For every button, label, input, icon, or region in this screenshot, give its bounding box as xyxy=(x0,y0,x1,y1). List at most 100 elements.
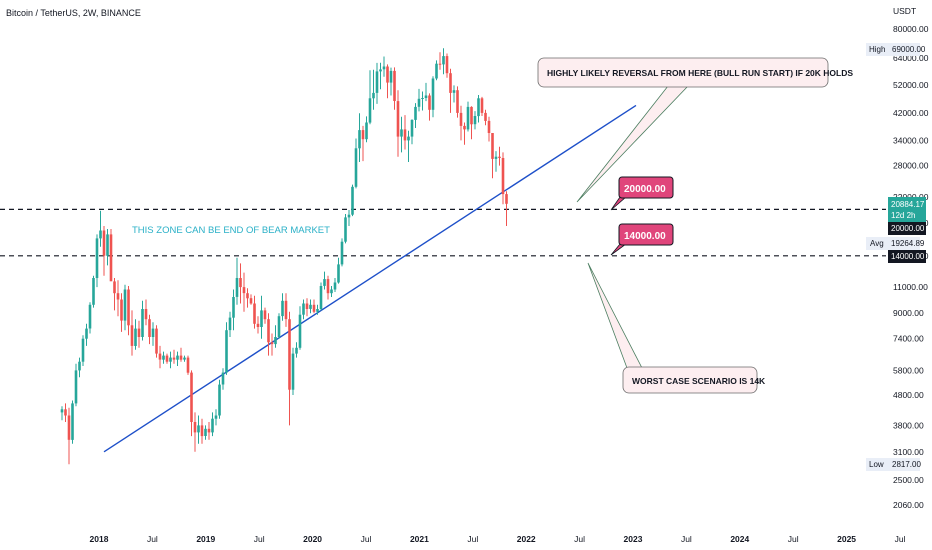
candle xyxy=(204,425,207,440)
level-tag-14000[interactable]: 14000.00 xyxy=(610,223,674,256)
candle xyxy=(284,293,288,327)
candle xyxy=(337,257,340,284)
candle xyxy=(92,275,95,308)
candle xyxy=(389,67,393,96)
candle-body xyxy=(438,63,442,65)
candle xyxy=(382,56,386,77)
candle-body xyxy=(218,384,221,416)
zone-annotation: THIS ZONE CAN BE END OF BEAR MARKET xyxy=(132,225,330,236)
y-unit-label: USDT xyxy=(893,6,916,16)
x-tick-label: 2020 xyxy=(303,534,322,544)
candle xyxy=(207,422,211,440)
candle-body xyxy=(330,289,333,294)
candle-body xyxy=(116,293,120,300)
candle xyxy=(162,351,165,364)
candle xyxy=(365,116,368,143)
x-tick-label: 2024 xyxy=(730,534,749,544)
candle xyxy=(319,282,323,311)
candle-body xyxy=(347,214,351,218)
level-tag-14000-box xyxy=(618,223,674,246)
candle-body xyxy=(102,230,106,256)
chart-title: Bitcoin / TetherUS, 2W, BINANCE xyxy=(6,8,141,18)
candle-body xyxy=(186,357,190,373)
candle-body xyxy=(169,357,172,362)
candle-body xyxy=(235,278,239,297)
candle-body xyxy=(337,264,340,283)
last-price-tag: 20884.17 12d 2h xyxy=(888,197,926,222)
candle-body xyxy=(407,136,410,141)
x-tick-label: Jul xyxy=(895,534,906,544)
candle-body xyxy=(277,316,281,337)
candle-body xyxy=(431,78,435,110)
candle-body xyxy=(295,347,298,354)
candle xyxy=(200,418,204,444)
candle-body xyxy=(232,297,235,318)
candle xyxy=(67,407,71,465)
candle-body xyxy=(312,304,316,312)
candle-body xyxy=(351,186,354,215)
candle-body xyxy=(442,56,445,65)
candle-body xyxy=(316,309,319,312)
candle xyxy=(225,322,228,375)
candle xyxy=(253,295,256,329)
candle xyxy=(309,299,312,314)
candles xyxy=(60,48,508,465)
candle-body xyxy=(267,319,270,343)
candle-body xyxy=(498,156,501,158)
candle xyxy=(85,323,88,346)
candle xyxy=(333,278,337,292)
candle xyxy=(165,353,169,364)
candle xyxy=(113,278,116,311)
candle-body xyxy=(78,361,81,371)
y-tick-label: 80000.00 xyxy=(893,24,929,34)
candle xyxy=(249,294,253,305)
candle xyxy=(190,370,193,437)
candle-body xyxy=(179,355,183,360)
candle xyxy=(302,299,305,320)
candle xyxy=(498,146,501,166)
y-tick-label: 28000.00 xyxy=(893,161,929,171)
x-tick-label: 2025 xyxy=(837,534,856,544)
candle xyxy=(256,316,260,334)
candle-body xyxy=(109,234,113,282)
candle xyxy=(424,82,428,102)
level-20000-axis-tag: 20000.00 xyxy=(888,222,926,235)
candle xyxy=(487,116,491,142)
candle-body xyxy=(197,425,200,433)
candle xyxy=(386,64,389,99)
candle xyxy=(193,412,197,452)
candle-body xyxy=(204,428,207,436)
low-price-tag-bg xyxy=(866,458,920,471)
candle xyxy=(417,88,421,112)
candle xyxy=(501,152,505,205)
candle-body xyxy=(298,314,302,348)
x-tick-label: 2021 xyxy=(410,534,429,544)
candle-body xyxy=(64,409,67,416)
y-tick-label: 9000.00 xyxy=(893,308,924,318)
candle-body xyxy=(151,328,155,337)
candle-body xyxy=(281,300,284,317)
candle-body xyxy=(473,116,477,125)
candle-body xyxy=(382,66,386,70)
candle-body xyxy=(92,278,95,305)
high-price-tag: High 69000.00 xyxy=(866,43,926,56)
low-label: Low xyxy=(869,460,884,469)
candle xyxy=(228,311,232,337)
reversal-callout[interactable]: HIGHLY LIKELY REVERSAL FROM HERE (BULL R… xyxy=(537,57,853,203)
candle xyxy=(400,116,403,153)
candle-body xyxy=(158,353,162,360)
candle xyxy=(361,125,365,162)
candle-body xyxy=(162,355,165,360)
y-axis: 80000.00 64000.00 52000.00 42000.00 34000.00… xyxy=(893,24,929,510)
candle-body xyxy=(249,298,253,304)
level-tag-20000[interactable]: 20000.00 xyxy=(610,176,674,211)
x-tick-label: 2023 xyxy=(624,534,643,544)
candle xyxy=(81,335,85,366)
high-price-tag-bg xyxy=(866,43,920,56)
y-tick-label: 11000.00 xyxy=(893,282,928,292)
x-tick-label: Jul xyxy=(361,534,372,544)
worst-case-callout[interactable]: WORST CASE SCENARIO IS 14K xyxy=(587,262,766,394)
candle xyxy=(158,345,162,369)
candle xyxy=(354,138,358,189)
